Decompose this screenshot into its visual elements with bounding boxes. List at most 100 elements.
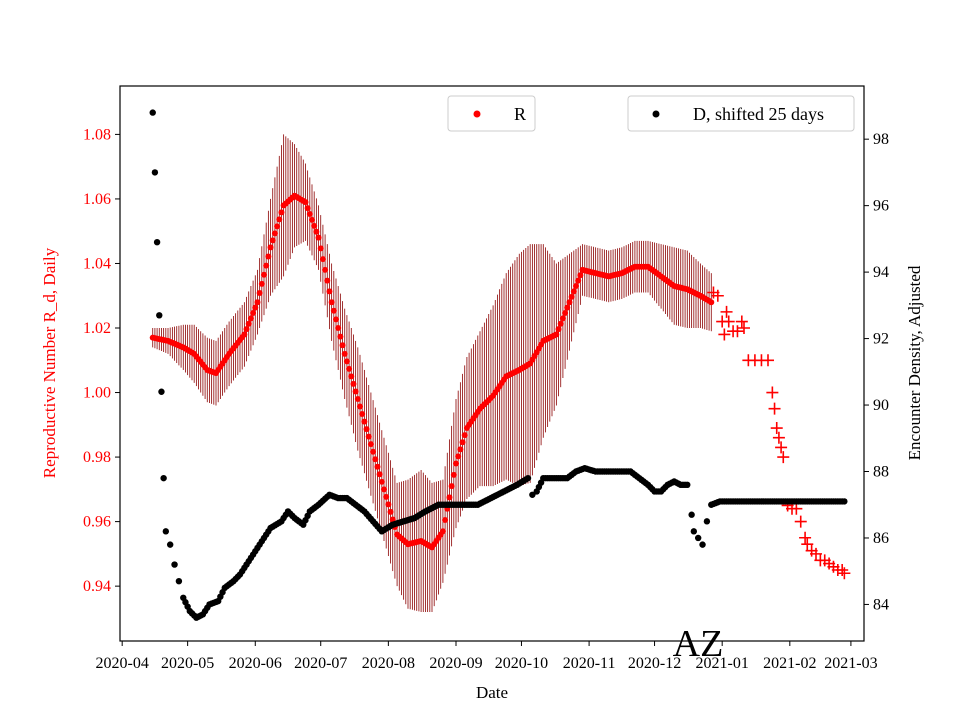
d-point — [149, 109, 156, 116]
r-point — [339, 342, 346, 349]
d-point — [171, 561, 178, 568]
legend-r-box — [447, 95, 536, 132]
r-point — [309, 216, 315, 223]
r-point — [317, 245, 324, 252]
left-tick-label: 0.96 — [83, 514, 111, 531]
r-plus-point — [766, 386, 779, 399]
right-tick-label: 90 — [873, 397, 889, 414]
right-tick-label: 84 — [873, 596, 889, 613]
right-y-axis: 84 86 88 90 92 94 96 98 — [864, 131, 889, 613]
r-point — [343, 358, 350, 365]
r-point — [276, 216, 283, 223]
right-tick-label: 86 — [873, 530, 889, 547]
d-point — [699, 541, 706, 548]
x-tick-label: 2021-02 — [763, 655, 816, 672]
r-point — [381, 486, 387, 493]
right-tick-label: 88 — [873, 464, 889, 481]
d-point — [684, 481, 691, 489]
r-point — [566, 299, 573, 306]
r-point — [241, 331, 248, 338]
d-point — [694, 534, 702, 542]
x-tick-label: 2020-04 — [96, 655, 149, 672]
r-point — [361, 418, 368, 425]
r-plus-point — [772, 431, 785, 444]
r-point — [568, 293, 575, 300]
x-tick-label: 2020-10 — [495, 655, 548, 672]
r-plus-point — [738, 322, 750, 335]
r-point — [367, 441, 374, 448]
r-point — [453, 460, 459, 467]
r-point — [265, 253, 272, 260]
r-series-layer — [149, 192, 851, 580]
x-tick-label: 2021-03 — [824, 655, 877, 672]
r-plus-point — [799, 531, 812, 544]
d-point — [524, 474, 532, 482]
d-point — [688, 511, 695, 518]
legend-d-box — [627, 95, 855, 132]
r-point — [263, 262, 270, 269]
r-point — [461, 432, 468, 439]
plot-frame — [119, 85, 865, 642]
r-plus-point — [722, 315, 735, 328]
x-tick-label: 2020-11 — [563, 655, 616, 672]
r-point — [553, 331, 560, 338]
r-point — [328, 299, 335, 306]
r-point — [274, 223, 281, 230]
d-point — [160, 474, 167, 482]
r-point — [383, 493, 390, 500]
r-point — [306, 210, 313, 217]
r-point — [365, 433, 372, 440]
r-point — [252, 304, 259, 311]
right-tick-label: 92 — [873, 331, 889, 348]
r-point — [346, 365, 353, 372]
x-tick-label: 2020-06 — [229, 655, 282, 672]
r-point — [245, 320, 252, 327]
left-tick-label: 1.08 — [83, 126, 111, 143]
r-point — [575, 277, 582, 284]
r-point — [319, 256, 326, 263]
r-point — [322, 266, 329, 273]
left-tick-label: 1.00 — [83, 385, 111, 402]
r-point — [326, 288, 333, 295]
r-point — [341, 350, 348, 357]
r-point — [448, 483, 455, 490]
left-y-axis: 0.94 0.96 0.98 1.00 1.02 1.04 1.06 1.08 — [83, 126, 120, 595]
r-plus-point — [801, 538, 814, 551]
r-point — [555, 326, 562, 333]
legend-r: R — [447, 95, 536, 132]
r-point — [324, 277, 331, 284]
right-tick-label: 94 — [873, 264, 889, 281]
right-tick-label: 96 — [873, 198, 889, 215]
r-point — [564, 304, 571, 311]
x-tick-label: 2020-07 — [294, 655, 347, 672]
r-plus-point — [838, 567, 851, 580]
r-point — [330, 307, 337, 314]
r-point — [315, 234, 322, 241]
r-plus-point — [777, 451, 790, 464]
r-point — [372, 456, 379, 463]
r-plus-point — [718, 328, 731, 341]
r-plus-point — [711, 289, 724, 302]
left-tick-label: 0.98 — [83, 449, 111, 466]
r-point — [350, 380, 357, 387]
r-point — [352, 388, 359, 395]
r-point — [302, 199, 309, 206]
r-plus-point — [762, 354, 774, 367]
d-point — [529, 491, 536, 498]
r-point — [269, 237, 276, 244]
r-point — [370, 448, 377, 455]
x-axis-title: Date — [476, 683, 508, 702]
r-point — [337, 333, 344, 340]
r-point — [385, 501, 392, 508]
r-point — [335, 325, 342, 332]
legend-d-marker — [652, 110, 660, 118]
x-tick-label: 2021-01 — [696, 655, 749, 672]
r-point — [387, 508, 394, 515]
r-plus-point — [731, 325, 744, 338]
r-plus-point — [768, 402, 781, 415]
r-point — [573, 283, 579, 290]
left-tick-label: 0.94 — [83, 578, 111, 595]
r-point — [278, 209, 285, 216]
r-point — [570, 288, 577, 295]
